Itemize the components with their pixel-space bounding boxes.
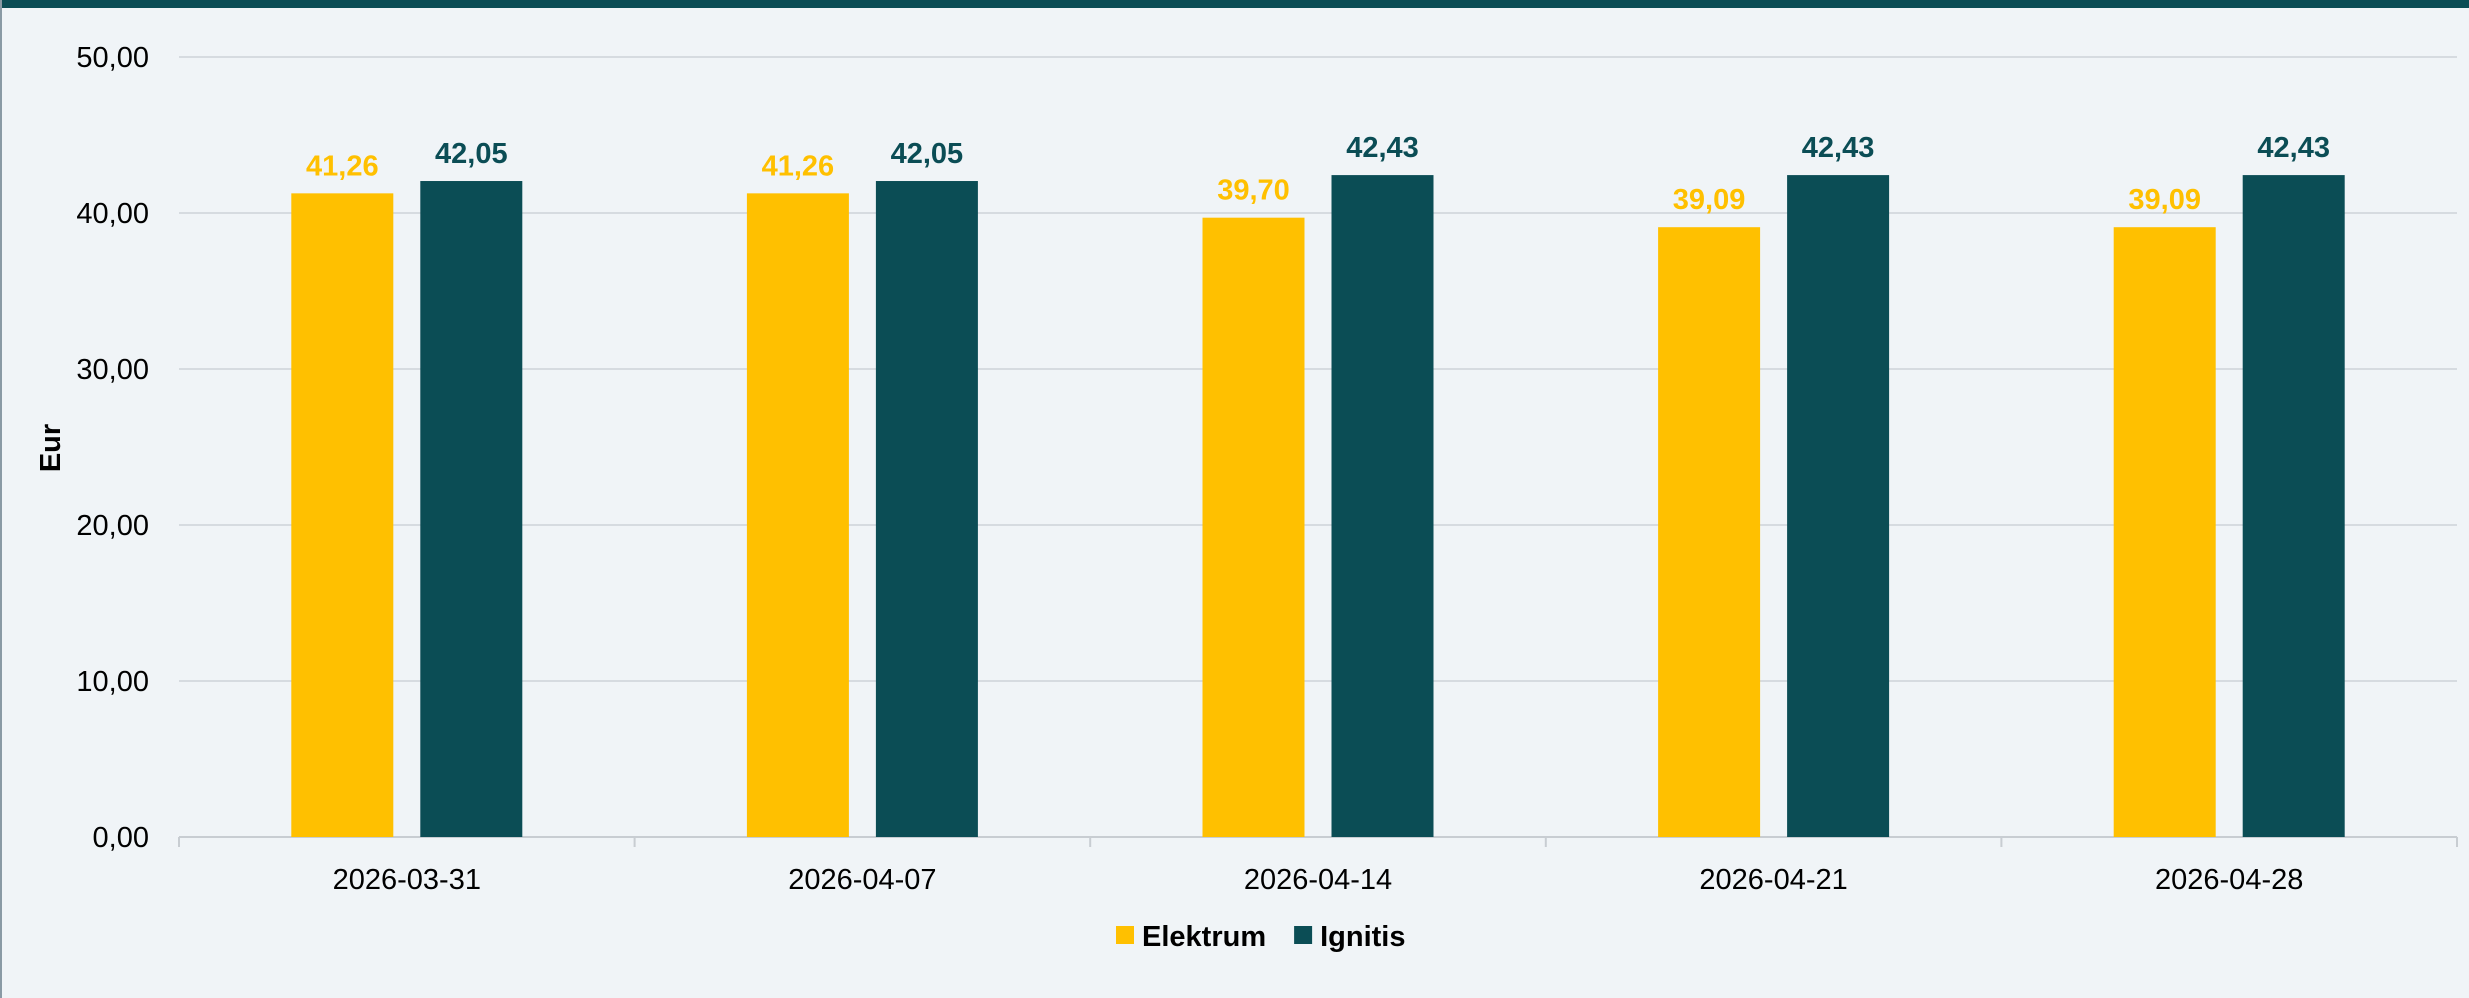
y-tick-label: 20,00	[76, 510, 149, 542]
data-label-elektrum: 39,09	[1673, 184, 1746, 216]
data-label-ignitis: 42,43	[1346, 132, 1419, 164]
data-label-ignitis: 42,43	[2257, 132, 2330, 164]
bar-ignitis-4	[2242, 175, 2345, 838]
legend-label-elektrum: Elektrum	[1142, 921, 1266, 953]
y-axis-title: Eur	[35, 424, 67, 472]
data-label-ignitis: 42,05	[435, 138, 508, 170]
data-label-elektrum: 41,26	[306, 150, 379, 182]
y-axis-ticks: 0,00 10,00 20,00 30,00 40,00 50,00	[76, 42, 149, 854]
data-label-elektrum: 41,26	[762, 150, 835, 182]
data-label-ignitis: 42,05	[891, 138, 964, 170]
x-tick-label: 2026-03-31	[333, 864, 481, 896]
bar-ignitis-1	[875, 181, 978, 837]
x-tick-label: 2026-04-21	[1699, 864, 1847, 896]
legend-swatch-elektrum	[1116, 926, 1134, 944]
data-label-ignitis: 42,43	[1802, 132, 1875, 164]
y-tick-label: 30,00	[76, 354, 149, 386]
bar-elektrum-3	[1658, 227, 1761, 838]
data-label-elektrum: 39,70	[1217, 175, 1290, 207]
bars: 41,26 42,05 41,26 42,05 39,70 42,43 39,09 42,43…	[291, 132, 2345, 838]
bar-elektrum-0	[291, 193, 394, 837]
x-tick-label: 2026-04-07	[788, 864, 936, 896]
y-tick-label: 40,00	[76, 198, 149, 230]
data-label-elektrum: 39,09	[2128, 184, 2201, 216]
x-tick-label: 2026-04-28	[2155, 864, 2303, 896]
x-axis-ticks: 2026-03-31 2026-04-07 2026-04-14 2026-04-21…	[178, 837, 2458, 896]
y-tick-label: 10,00	[76, 666, 149, 698]
header-bar	[2, 0, 2469, 8]
bar-ignitis-3	[1787, 175, 1890, 838]
y-tick-label: 50,00	[76, 42, 149, 74]
legend-label-ignitis: Ignitis	[1320, 921, 1405, 953]
bar-elektrum-2	[1202, 217, 1305, 837]
legend-swatch-ignitis	[1294, 926, 1313, 944]
bar-elektrum-1	[746, 193, 849, 837]
bar-elektrum-4	[2113, 227, 2216, 838]
bar-ignitis-2	[1331, 175, 1434, 838]
legend: Elektrum Ignitis	[1116, 921, 1406, 953]
bar-ignitis-0	[420, 181, 523, 837]
y-tick-label: 0,00	[93, 822, 149, 854]
gridlines	[179, 56, 2457, 838]
x-tick-label: 2026-04-14	[1244, 864, 1392, 896]
